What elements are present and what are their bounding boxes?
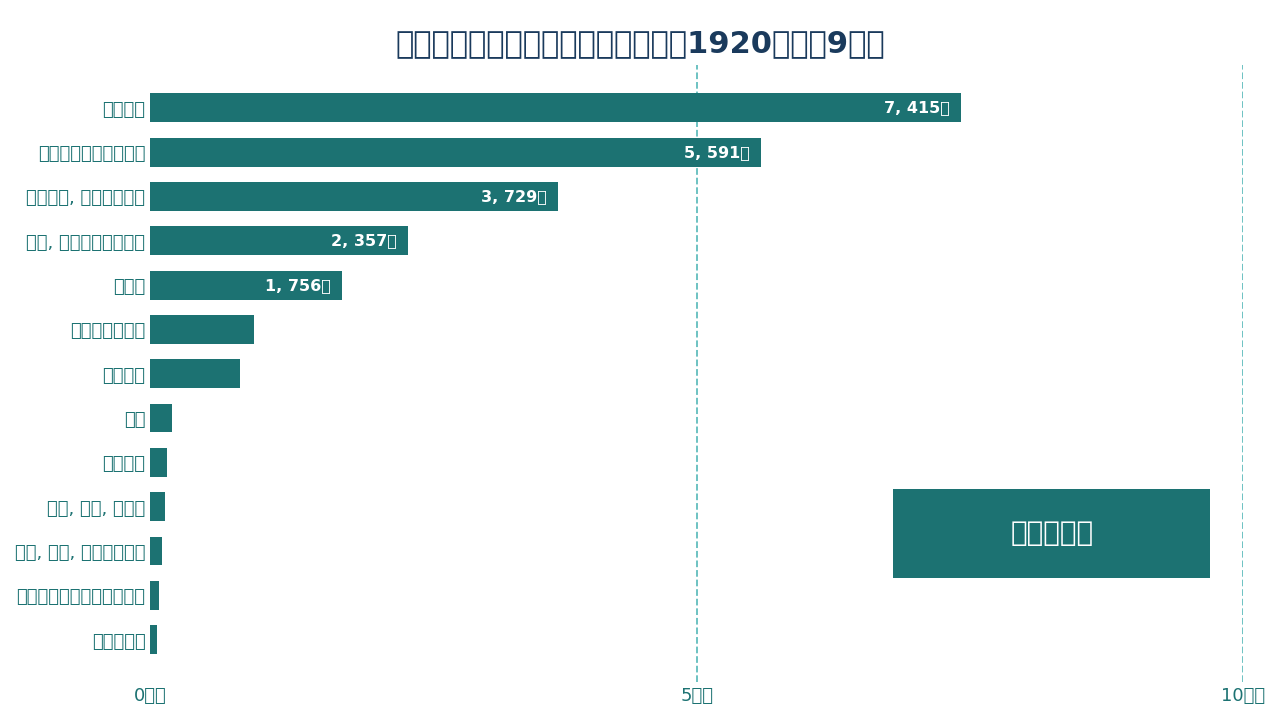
Bar (150, 404, 173, 433)
Bar (150, 581, 159, 610)
Bar (150, 492, 165, 521)
Bar (150, 536, 163, 565)
Bar (150, 448, 166, 477)
Text: 鳥取県の製造業の業種別有業者数：1920（大正9）年: 鳥取県の製造業の業種別有業者数：1920（大正9）年 (396, 29, 884, 58)
Bar (150, 226, 408, 255)
Text: 3, 729人: 3, 729人 (481, 189, 547, 204)
Text: 5, 591人: 5, 591人 (685, 145, 750, 160)
Bar (150, 271, 342, 300)
FancyBboxPatch shape (893, 489, 1210, 577)
Bar (150, 94, 960, 122)
Text: 1, 756人: 1, 756人 (265, 278, 332, 292)
Bar (150, 182, 558, 211)
Bar (150, 625, 157, 654)
Bar (150, 138, 762, 166)
Text: 2, 357人: 2, 357人 (332, 233, 397, 248)
Text: 7, 415人: 7, 415人 (883, 100, 950, 115)
Bar (150, 315, 255, 344)
Bar (150, 359, 239, 388)
Text: 本業者のみ: 本業者のみ (1010, 519, 1093, 547)
